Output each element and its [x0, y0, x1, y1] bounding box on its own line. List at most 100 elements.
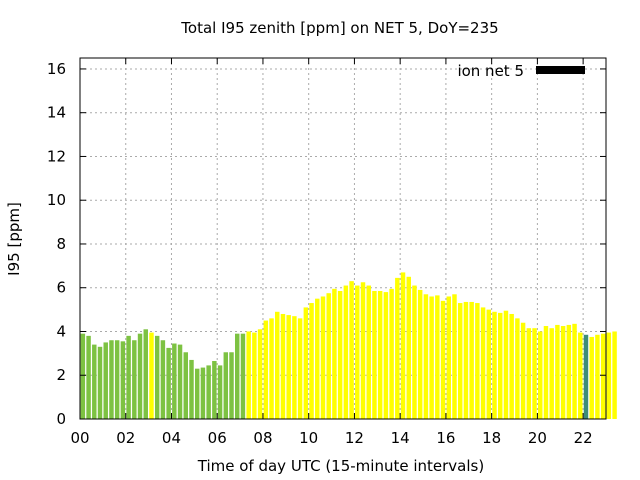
y-tick-label: 16 [47, 60, 66, 78]
bar [275, 311, 280, 419]
bar [154, 335, 160, 419]
bar [217, 365, 223, 419]
x-tick-label: 08 [253, 429, 272, 447]
bar [349, 281, 354, 419]
legend-label: ion net 5 [457, 62, 524, 80]
bar [86, 335, 91, 419]
bar [280, 313, 286, 419]
bar [595, 334, 600, 419]
y-tick-label: 14 [47, 104, 66, 122]
bar [315, 298, 320, 419]
y-tick-label: 4 [56, 322, 66, 340]
bar [555, 324, 560, 419]
bar [320, 296, 326, 419]
bar [137, 333, 143, 419]
bar [446, 296, 451, 419]
bar [103, 342, 108, 419]
bar [503, 310, 509, 419]
legend-swatch [536, 66, 585, 74]
x-tick-label: 20 [528, 429, 547, 447]
bar [292, 316, 297, 419]
legend: ion net 5 [457, 62, 585, 80]
bar [246, 331, 251, 419]
bar [589, 336, 594, 419]
bar [252, 332, 257, 419]
bar [80, 333, 86, 419]
bar [166, 347, 171, 419]
bar [400, 272, 406, 419]
x-tick-label: 16 [436, 429, 455, 447]
bars [80, 272, 617, 419]
bar [223, 352, 229, 419]
bar [475, 303, 480, 419]
y-tick-label: 12 [47, 147, 66, 165]
x-tick-label: 22 [574, 429, 593, 447]
y-tick-label: 2 [56, 366, 66, 384]
bar [372, 291, 377, 419]
bar [452, 294, 457, 419]
bar [97, 346, 103, 419]
bar [578, 332, 583, 419]
x-tick-label: 00 [70, 429, 89, 447]
x-tick-label: 14 [391, 429, 410, 447]
bar [395, 277, 400, 419]
x-tick-label: 04 [162, 429, 181, 447]
y-tick-label: 10 [47, 191, 66, 209]
bar [412, 285, 417, 419]
bar [406, 276, 411, 419]
bar [332, 288, 337, 419]
x-tick-label: 18 [482, 429, 501, 447]
bar [543, 326, 549, 419]
bar [343, 285, 349, 419]
bar [377, 291, 383, 419]
bar [212, 361, 217, 419]
bar [520, 322, 526, 419]
bar [143, 329, 148, 419]
bar [498, 312, 503, 419]
bar [583, 334, 589, 419]
bar [309, 303, 314, 419]
x-tick-labels: 00 02 04 06 08 10 12 14 16 18 20 22 [70, 429, 592, 447]
bar [303, 307, 309, 419]
bar [600, 333, 606, 419]
bar [538, 331, 543, 419]
bar [183, 352, 188, 419]
bar [383, 292, 389, 419]
bar [417, 289, 423, 419]
y-tick-label: 8 [56, 235, 66, 253]
bar [429, 296, 434, 419]
bar [440, 300, 446, 419]
bar [194, 368, 200, 419]
bar [526, 328, 532, 419]
bar [132, 340, 137, 419]
y-axis-label: I95 [ppm] [5, 202, 23, 276]
bar [509, 313, 514, 419]
x-tick-label: 02 [116, 429, 135, 447]
bar [229, 352, 234, 419]
bar [286, 315, 291, 419]
bar [532, 328, 537, 419]
bar [566, 324, 572, 419]
bar [126, 335, 131, 419]
plot-frame [79, 57, 607, 420]
bar [560, 326, 566, 419]
bar [486, 309, 492, 419]
bar [177, 344, 183, 419]
bar [263, 320, 269, 419]
bar [189, 359, 194, 419]
bar [92, 344, 97, 419]
grid [80, 58, 606, 419]
y-tick-label: 6 [56, 279, 66, 297]
bar [457, 303, 463, 419]
bar [515, 318, 520, 419]
bar [109, 340, 114, 419]
bar [269, 318, 274, 419]
bar [235, 333, 240, 419]
chart-title: Total I95 zenith [ppm] on NET 5, DoY=235 [180, 19, 498, 37]
bar [355, 285, 360, 419]
bar [612, 331, 617, 419]
bar [200, 367, 206, 419]
bar [257, 329, 263, 419]
bar [492, 311, 497, 419]
